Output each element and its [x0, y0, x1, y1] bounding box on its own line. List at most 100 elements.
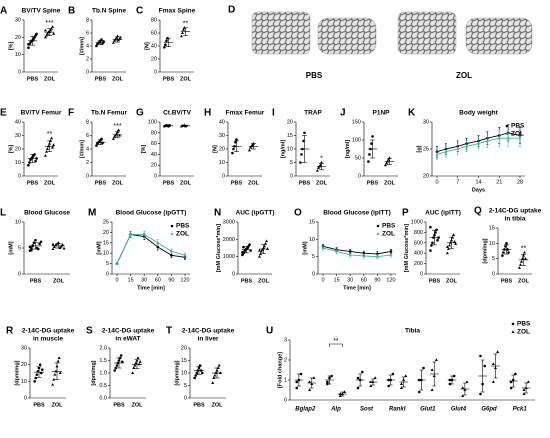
data-point: [217, 363, 221, 367]
y-tick-label: 10: [15, 160, 21, 166]
data-point: [389, 250, 393, 253]
y-tick-label: 40: [151, 43, 157, 49]
y-axis-label: [Fold change]: [277, 352, 283, 388]
x-tick-label: PBS: [231, 180, 243, 186]
data-point: [51, 247, 55, 251]
data-point: [115, 261, 119, 265]
data-point: [308, 388, 312, 391]
data-point: [509, 386, 513, 390]
data-point: [444, 150, 448, 153]
data-point: [447, 243, 451, 247]
data-point: [338, 394, 342, 397]
legend-marker: [505, 124, 509, 128]
y-axis-label: [mM Glucose*min]: [216, 224, 222, 272]
y-tick-label: 0.5: [99, 383, 107, 389]
data-point: [526, 380, 530, 383]
x-tick-label: PBS: [299, 180, 311, 186]
y-axis-label: [#/mm]: [79, 37, 85, 55]
y-tick-label: 0: [24, 395, 27, 401]
y-tick-label: 50: [355, 155, 361, 161]
panel-letter: R: [6, 326, 14, 337]
data-point: [231, 151, 234, 155]
data-point: [119, 354, 123, 357]
legend-label: ZOL: [176, 231, 189, 238]
x-tick-label: 60: [361, 277, 367, 283]
data-point: [445, 245, 449, 248]
x-tick-label: 7: [456, 179, 459, 185]
data-point: [348, 250, 352, 253]
y-tick-label: 40: [15, 119, 21, 125]
y-tick-label: 100: [148, 119, 157, 125]
y-tick-label: 1000: [411, 219, 423, 225]
data-point: [34, 159, 37, 163]
y-tick-label: 60: [151, 30, 157, 36]
micro-ct-image: [397, 11, 457, 55]
legend-label: PBS: [511, 123, 525, 130]
data-point: [356, 376, 360, 380]
y-tick-label: 20: [21, 362, 27, 368]
legend-marker: [376, 232, 380, 235]
data-point: [519, 260, 523, 263]
data-point: [446, 247, 450, 251]
data-point: [156, 241, 160, 244]
data-point: [52, 377, 56, 381]
data-point: [257, 254, 261, 258]
data-point: [129, 232, 133, 236]
data-point: [115, 364, 119, 367]
panel-title: Ct.BV/TV: [163, 110, 191, 117]
data-point: [111, 41, 115, 44]
data-point: [43, 35, 47, 39]
y-tick-label: 10: [489, 241, 495, 247]
data-point: [514, 372, 517, 376]
panel-title: Fmax Spine: [159, 8, 196, 15]
data-point: [461, 394, 465, 397]
y-tick-label: 20: [423, 173, 429, 179]
data-point: [300, 153, 303, 156]
data-point: [368, 153, 371, 156]
panel-letter: G: [136, 108, 144, 119]
y-tick-label: 30: [21, 345, 27, 351]
y-tick-label: 25: [423, 146, 429, 152]
data-point: [308, 380, 312, 383]
data-point: [183, 253, 187, 257]
micro-ct-images: [251, 11, 533, 55]
panel-title: in eWAT: [115, 336, 140, 343]
data-point: [40, 368, 44, 371]
y-axis-label: [%]: [141, 145, 147, 154]
panel-letter: L: [0, 208, 6, 219]
data-point: [200, 371, 204, 375]
data-point: [51, 242, 55, 246]
y-tick-label: 60: [151, 141, 157, 147]
y-tick-label: 1: [284, 377, 287, 383]
data-point: [299, 161, 302, 164]
data-point: [399, 382, 403, 385]
significance: **: [333, 338, 339, 345]
data-point: [116, 34, 119, 38]
data-point: [258, 252, 262, 256]
y-tick-label: 2: [284, 357, 287, 363]
data-point: [422, 366, 425, 370]
data-point: [388, 156, 391, 159]
x-tick-label: PBS: [95, 180, 107, 186]
data-point: [214, 371, 218, 374]
data-point: [485, 139, 489, 142]
panel-title: 2-14C-DG uptake: [489, 208, 542, 215]
y-axis-label: [ng/ml]: [280, 140, 286, 158]
data-point: [491, 362, 495, 365]
data-point: [383, 163, 387, 167]
data-point: [117, 128, 121, 132]
y-tick-label: 0: [86, 69, 89, 75]
y-axis-label: [%]: [8, 145, 14, 154]
data-point: [404, 374, 408, 377]
panel-title: Tb.N Femur: [91, 110, 128, 117]
data-point: [434, 358, 438, 361]
data-point: [44, 150, 48, 153]
x-tick-label: PBS: [241, 278, 253, 284]
data-point: [522, 392, 526, 395]
data-point: [509, 380, 513, 384]
data-point: [391, 372, 395, 376]
y-axis-label: [mM Glucose*min]: [404, 224, 410, 272]
data-point: [315, 168, 319, 172]
x-tick-label: 30: [347, 277, 353, 283]
data-point: [164, 43, 167, 46]
